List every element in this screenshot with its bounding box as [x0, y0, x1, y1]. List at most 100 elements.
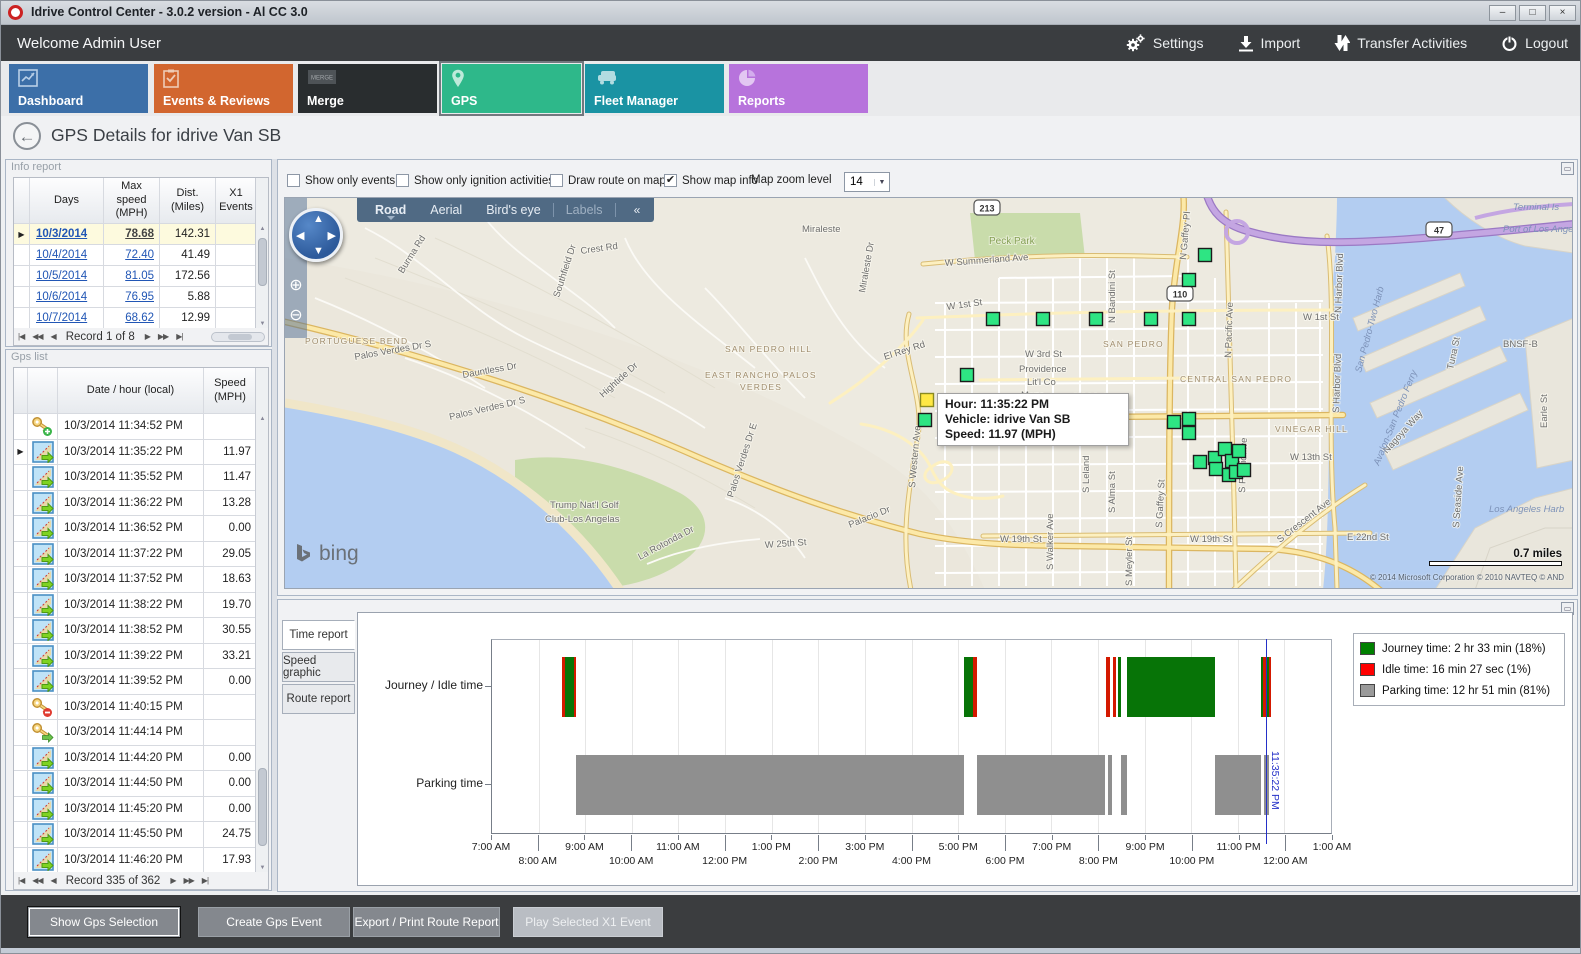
gps-marker[interactable]	[917, 412, 933, 428]
scrollbar-thumb[interactable]	[258, 768, 267, 846]
scrollbar-thumb[interactable]	[258, 238, 267, 286]
show-gps-selection-button[interactable]: Show Gps Selection	[28, 907, 180, 937]
table-row[interactable]: 10/3/2014 11:44:50 PM 0.00	[14, 771, 268, 797]
max-speed-link[interactable]: 81.05	[125, 270, 154, 282]
table-row[interactable]: 10/3/2014 11:36:22 PM 13.28	[14, 490, 268, 516]
table-row[interactable]: 10/3/2014 11:44:14 PM	[14, 720, 268, 746]
settings-button[interactable]: Settings	[1126, 34, 1204, 52]
gps-marker[interactable]	[1181, 425, 1197, 441]
last-page-icon[interactable]: ▶|	[201, 876, 209, 885]
prev-page-fast-icon[interactable]: ◀◀	[32, 876, 43, 885]
table-row[interactable]: 10/3/2014 11:38:22 PM 19.70	[14, 592, 268, 618]
gps-marker[interactable]	[985, 311, 1001, 327]
table-row[interactable]: ▶ 10/3/2014 78.68 142.31	[14, 224, 268, 245]
column-header[interactable]: X1 Events	[216, 178, 257, 223]
maximize-button[interactable]: □	[1519, 5, 1546, 21]
pan-up-icon[interactable]: ▲	[313, 213, 324, 225]
table-row[interactable]: 10/3/2014 11:38:52 PM 30.55	[14, 618, 268, 644]
table-row[interactable]: 10/3/2014 11:36:52 PM 0.00	[14, 516, 268, 542]
map-style-road[interactable]: Road	[363, 203, 418, 220]
map-zoom-in-button[interactable]: ⊕	[289, 277, 303, 294]
checkbox-show-only-ignition-activities[interactable]: Show only ignition activities	[396, 174, 554, 187]
logout-button[interactable]: Logout	[1501, 35, 1568, 52]
import-button[interactable]: Import	[1238, 35, 1300, 52]
first-page-icon[interactable]: |◀	[18, 332, 25, 341]
vertical-scrollbar[interactable]: ▲ ▼	[255, 368, 268, 873]
prev-page-icon[interactable]: ◀	[50, 876, 57, 885]
gps-marker[interactable]	[1197, 247, 1213, 263]
gps-marker[interactable]	[959, 367, 975, 383]
play-selected-x1-event-button[interactable]: Play Selected X1 Event	[513, 907, 663, 937]
table-row[interactable]: 10/3/2014 11:34:52 PM	[14, 414, 268, 440]
create-gps-event-button[interactable]: Create Gps Event	[198, 907, 350, 937]
table-row[interactable]: 10/3/2014 11:40:15 PM	[14, 694, 268, 720]
table-row[interactable]: 10/3/2014 11:35:52 PM 11.47	[14, 465, 268, 491]
column-header[interactable]: Speed (MPH)	[204, 368, 257, 413]
prev-page-fast-icon[interactable]: ◀◀	[32, 332, 43, 341]
first-page-icon[interactable]: |◀	[18, 876, 25, 885]
table-row[interactable]: 10/3/2014 11:45:50 PM 24.75	[14, 822, 268, 848]
table-row[interactable]: 10/4/2014 72.40 41.49	[14, 245, 268, 266]
checkbox-draw-route-on-map[interactable]: Draw route on map	[550, 174, 666, 187]
max-speed-link[interactable]: 78.68	[125, 228, 154, 240]
checked-checkbox-icon[interactable]: ✔	[664, 174, 677, 187]
gps-marker[interactable]	[1088, 311, 1104, 327]
gps-marker[interactable]	[1181, 311, 1197, 327]
back-button[interactable]: ←	[13, 122, 41, 150]
map-style-aerial[interactable]: Aerial	[430, 203, 463, 217]
column-header[interactable]: Days	[30, 178, 104, 223]
map-style-labels[interactable]: Labels	[552, 203, 616, 217]
gps-marker[interactable]	[1181, 272, 1197, 288]
map-pan-control[interactable]: ▲ ▼ ◀ ▶	[289, 208, 343, 262]
gps-marker[interactable]	[1166, 414, 1182, 430]
table-row[interactable]: 10/3/2014 11:37:22 PM 29.05	[14, 541, 268, 567]
tab-dashboard[interactable]: Dashboard	[9, 64, 148, 113]
table-row[interactable]: 10/3/2014 11:45:20 PM 0.00	[14, 796, 268, 822]
next-page-fast-icon[interactable]: ▶▶	[157, 332, 169, 341]
max-speed-link[interactable]: 72.40	[125, 249, 154, 261]
pan-right-icon[interactable]: ▶	[327, 230, 336, 242]
table-row[interactable]: 10/6/2014 76.95 5.88	[14, 287, 268, 308]
close-button[interactable]: ×	[1549, 5, 1576, 21]
panel-splitter[interactable]	[272, 159, 277, 891]
table-row[interactable]: 10/7/2014 68.62 12.99	[14, 308, 268, 329]
table-row[interactable]: 10/3/2014 11:44:20 PM 0.00	[14, 745, 268, 771]
selected-gps-marker[interactable]	[919, 392, 935, 408]
map-zoom-level-select[interactable]: 14 ▼	[844, 172, 890, 192]
day-link[interactable]: 10/3/2014	[36, 228, 88, 240]
tab-route-report[interactable]: Route report	[282, 684, 355, 714]
unchecked-checkbox-icon[interactable]	[550, 174, 563, 187]
gps-marker[interactable]	[1217, 441, 1233, 457]
gps-marker[interactable]	[1192, 454, 1208, 470]
table-row[interactable]: 10/3/2014 11:46:20 PM 17.93	[14, 847, 268, 873]
gps-marker[interactable]	[1236, 462, 1252, 478]
tab-gps[interactable]: GPS	[439, 61, 584, 116]
horizontal-scrollbar[interactable]	[211, 331, 265, 342]
checkbox-show-map-info[interactable]: ✔ Show map info	[664, 174, 758, 187]
next-page-icon[interactable]: ▶	[144, 332, 151, 341]
table-row[interactable]: 10/5/2014 81.05 172.56	[14, 266, 268, 287]
scroll-down-icon[interactable]: ▼	[259, 321, 266, 327]
vertical-scrollbar[interactable]: ▲ ▼	[255, 178, 268, 329]
tab-speed-graphic[interactable]: Speed graphic	[282, 652, 355, 682]
checkbox-show-only-events[interactable]: Show only events	[287, 174, 395, 187]
tab-reports[interactable]: Reports	[729, 64, 868, 113]
pan-left-icon[interactable]: ◀	[296, 230, 305, 242]
table-row[interactable]: 10/3/2014 11:39:52 PM 0.00	[14, 669, 268, 695]
column-header[interactable]: Max speed (MPH)	[104, 178, 160, 223]
last-page-icon[interactable]: ▶|	[176, 332, 183, 341]
map-zoom-out-button[interactable]: ⊖	[289, 307, 303, 324]
gps-marker[interactable]	[1143, 311, 1159, 327]
toolbar-collapse-icon[interactable]: «	[633, 203, 641, 217]
tab-merge[interactable]: MERGE Merge	[298, 64, 437, 113]
day-link[interactable]: 10/7/2014	[36, 312, 88, 324]
transfer-activities-button[interactable]: Transfer Activities	[1334, 34, 1467, 52]
gps-marker[interactable]	[1231, 443, 1247, 459]
table-row[interactable]: ▶ 10/3/2014 11:35:22 PM 11.97	[14, 439, 268, 465]
day-link[interactable]: 10/5/2014	[36, 270, 88, 282]
day-link[interactable]: 10/6/2014	[36, 291, 88, 303]
unchecked-checkbox-icon[interactable]	[287, 174, 300, 187]
scroll-up-icon[interactable]: ▲	[259, 226, 266, 232]
day-link[interactable]: 10/4/2014	[36, 249, 88, 261]
gps-marker[interactable]	[1035, 311, 1051, 327]
